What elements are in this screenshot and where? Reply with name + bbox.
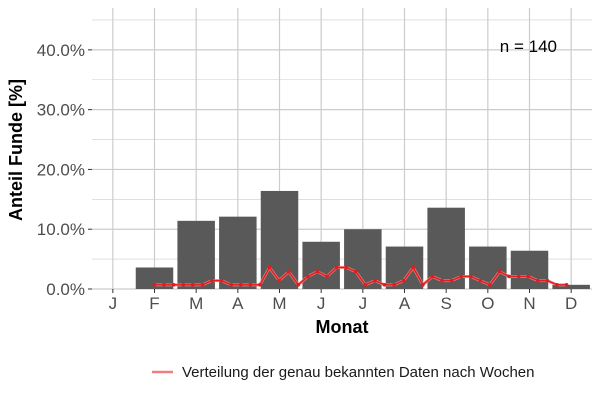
weekly-point <box>353 269 358 274</box>
x-tick-label-0: J <box>109 294 118 313</box>
x-tick-label-8: S <box>440 294 451 313</box>
weekly-point <box>325 274 329 279</box>
weekly-point <box>191 283 195 287</box>
weekly-point <box>401 278 406 283</box>
weekly-point <box>497 269 502 274</box>
y-tick-label: 30.0% <box>37 101 85 120</box>
weekly-point <box>229 283 233 287</box>
legend-label: Verteilung der genau bekannten Daten nac… <box>182 364 535 381</box>
x-tick-label-4: M <box>272 294 286 313</box>
weekly-point <box>545 278 550 283</box>
x-tick-label-2: M <box>189 294 203 313</box>
x-tick-label-9: O <box>481 294 494 313</box>
x-tick-label-3: A <box>232 294 244 313</box>
weekly-line <box>152 265 569 287</box>
weekly-point <box>430 274 435 279</box>
weekly-point <box>306 274 310 279</box>
weekly-point <box>488 283 492 287</box>
weekly-point <box>344 265 348 270</box>
x-tick-label-7: A <box>399 294 411 313</box>
weekly-point <box>152 283 157 287</box>
x-tick-label-6: J <box>359 294 368 313</box>
bar-D-11 <box>552 284 590 289</box>
weekly-point <box>238 283 243 287</box>
weekly-point <box>564 283 569 287</box>
weekly-point <box>392 283 396 287</box>
weekly-point <box>219 278 224 283</box>
weekly-point <box>286 269 291 274</box>
y-tick-label: 10.0% <box>37 220 85 239</box>
weekly-point <box>507 274 511 279</box>
x-tick-label-5: J <box>317 294 326 313</box>
plot-background <box>92 8 592 289</box>
bars <box>135 190 590 289</box>
weekly-point <box>210 278 214 283</box>
weekly-point <box>421 283 425 287</box>
annotation-n: n = 140 <box>500 37 557 56</box>
weekly-point <box>162 283 166 287</box>
y-tick-label: 0.0% <box>46 280 85 299</box>
y-tick-label: 40.0% <box>37 41 85 60</box>
y-tick-label: 20.0% <box>37 160 85 179</box>
weekly-point <box>200 283 205 287</box>
bar-O-9 <box>469 246 507 289</box>
weekly-point <box>267 265 272 270</box>
weekly-point <box>248 283 253 287</box>
x-tick-label-11: D <box>565 294 577 313</box>
weekly-point <box>468 274 473 279</box>
weekly-point <box>555 283 559 287</box>
weekly-point <box>449 278 454 283</box>
bar-A-3 <box>219 216 257 289</box>
weekly-point <box>363 283 368 287</box>
bar-M-2 <box>177 220 215 289</box>
x-axis-title: Monat <box>316 317 369 337</box>
bar-A-7 <box>385 246 424 289</box>
weekly-point <box>171 283 176 287</box>
weekly-point <box>334 265 339 270</box>
weekly-point <box>526 274 531 279</box>
weekly-point <box>277 278 281 283</box>
weekly-point <box>478 278 483 283</box>
weekly-point <box>258 283 262 287</box>
weekly-point <box>296 283 301 287</box>
legend: Verteilung der genau bekannten Daten nac… <box>152 364 535 381</box>
x-tick-label-1: F <box>149 294 159 313</box>
weekly-point <box>459 274 463 279</box>
weekly-point <box>411 265 416 270</box>
grid <box>92 8 592 290</box>
y-axis-title: Anteil Funde [%] <box>6 79 26 221</box>
weekly-point <box>373 278 377 283</box>
x-tick-label-10: N <box>523 294 535 313</box>
weekly-point <box>440 278 444 283</box>
weekly-point <box>516 274 521 279</box>
weekly-point <box>181 283 186 287</box>
y-tick-labels: 0.0% 10.0% 20.0% 30.0% 40.0% <box>37 41 92 299</box>
bar-N-10 <box>510 250 549 289</box>
weekly-point <box>315 269 320 274</box>
bar-J-5 <box>302 241 340 289</box>
weekly-point <box>382 283 387 287</box>
weekly-point <box>536 278 540 283</box>
